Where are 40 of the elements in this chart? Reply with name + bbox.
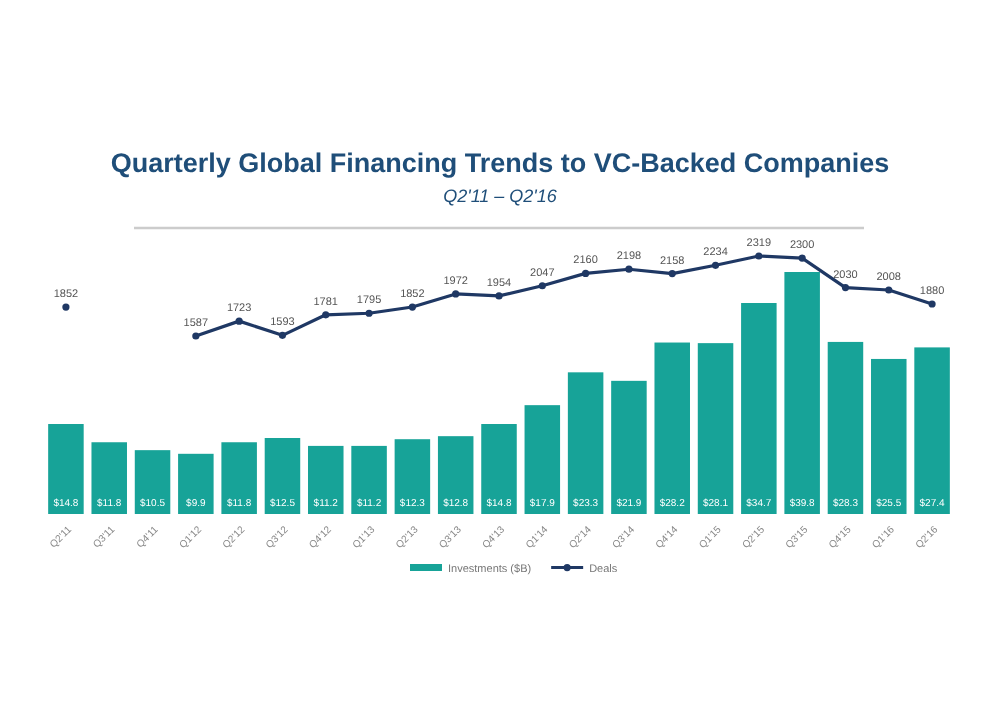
bar (264, 437, 301, 514)
point (582, 269, 590, 277)
point (928, 300, 936, 308)
bar (697, 343, 734, 514)
bar (437, 436, 474, 514)
bar (611, 380, 647, 514)
point (322, 311, 330, 319)
point (885, 286, 893, 294)
chart-subtitle: Q2'11 – Q2'16 (443, 186, 557, 206)
bar (871, 358, 907, 514)
bar (567, 372, 604, 514)
bar (308, 445, 344, 514)
point (62, 303, 70, 311)
point (192, 332, 200, 340)
bar (481, 424, 517, 514)
point (711, 261, 720, 269)
point (408, 303, 416, 311)
bar (654, 342, 690, 514)
bar (91, 442, 127, 514)
bar (741, 303, 777, 514)
bar (134, 450, 171, 514)
point (452, 290, 460, 298)
bar (178, 453, 214, 514)
bar (221, 442, 257, 514)
point (278, 331, 287, 339)
point (668, 270, 676, 278)
point (365, 309, 373, 317)
bar (48, 424, 84, 514)
point (538, 282, 546, 290)
point (495, 292, 503, 300)
bar (914, 347, 950, 514)
point (625, 265, 633, 273)
bar (351, 445, 387, 514)
bar (394, 439, 431, 514)
point (841, 283, 850, 292)
point (235, 317, 243, 325)
chart-title: Quarterly Global Financing Trends to VC-Backed Companies (110, 148, 890, 178)
bar (827, 341, 864, 514)
bar (784, 272, 820, 514)
bar (524, 405, 561, 514)
